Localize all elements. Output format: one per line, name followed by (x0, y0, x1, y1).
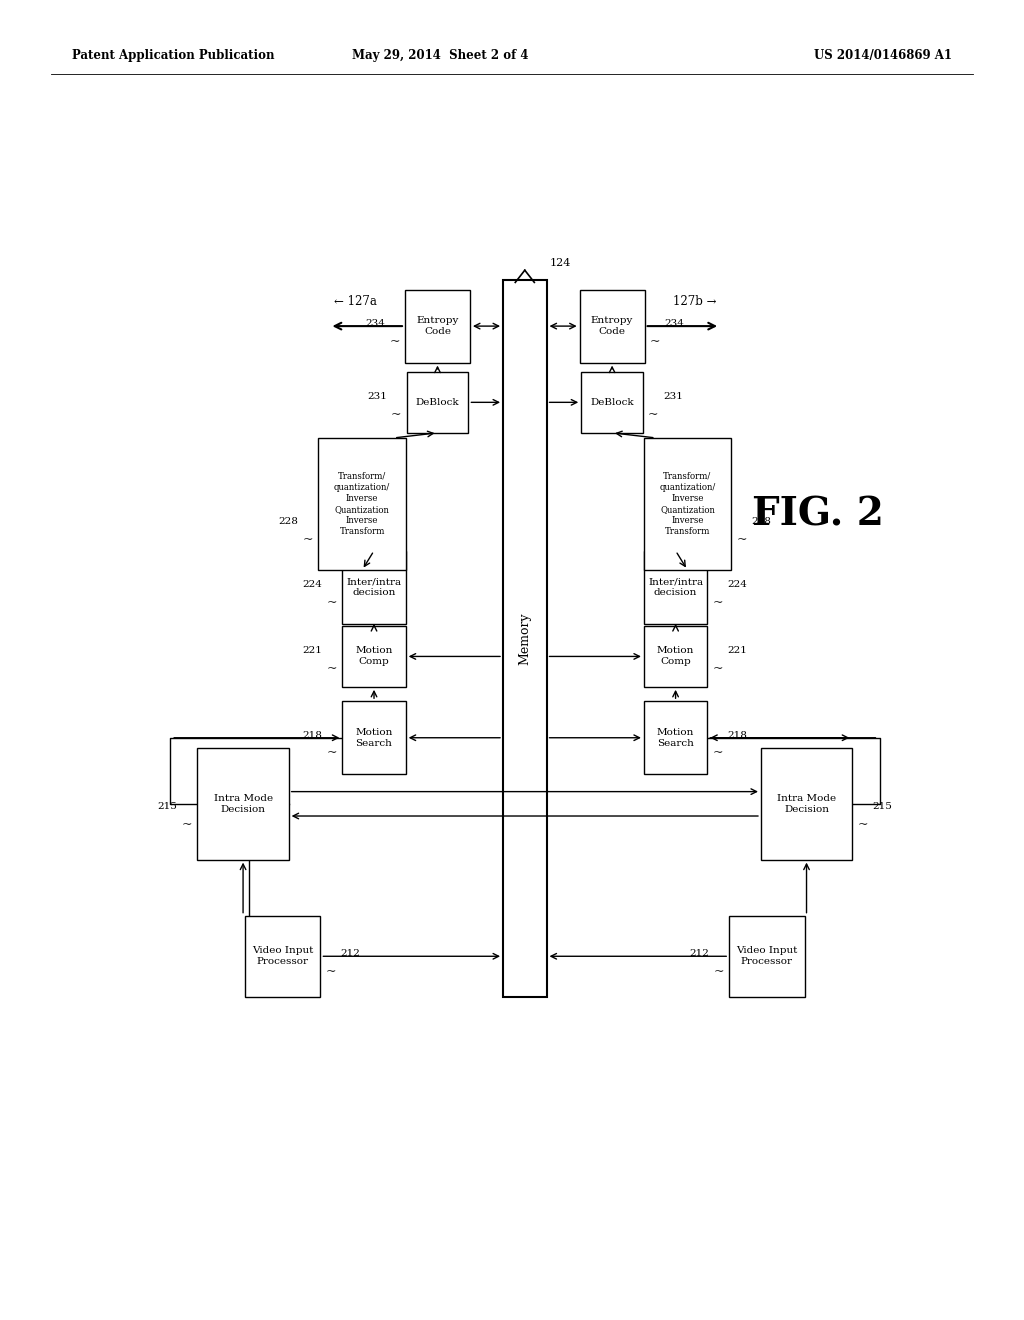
Text: 231: 231 (367, 392, 387, 401)
FancyBboxPatch shape (644, 438, 731, 570)
Text: ~: ~ (389, 335, 400, 348)
Text: ← 127a: ← 127a (334, 294, 377, 308)
Text: ~: ~ (649, 335, 660, 348)
Text: Motion
Comp: Motion Comp (355, 647, 392, 667)
Text: 221: 221 (302, 647, 323, 656)
Text: Inter/intra
decision: Inter/intra decision (346, 577, 401, 598)
Text: DeBlock: DeBlock (416, 397, 460, 407)
Text: 218: 218 (727, 731, 748, 739)
Text: May 29, 2014  Sheet 2 of 4: May 29, 2014 Sheet 2 of 4 (352, 49, 528, 62)
Text: Inter/intra
decision: Inter/intra decision (648, 577, 703, 598)
Text: Memory: Memory (518, 612, 531, 665)
Text: Intra Mode
Decision: Intra Mode Decision (777, 793, 836, 814)
Text: 221: 221 (727, 647, 748, 656)
Text: Transform/
quantization/
Inverse
Quantization
Inverse
Transform: Transform/ quantization/ Inverse Quantiz… (334, 471, 390, 536)
Text: 127b →: 127b → (673, 294, 716, 308)
Text: FIG. 2: FIG. 2 (753, 495, 885, 533)
Text: 218: 218 (302, 731, 323, 739)
Text: Entropy
Code: Entropy Code (591, 315, 633, 337)
Text: Intra Mode
Decision: Intra Mode Decision (214, 793, 272, 814)
Text: Motion
Search: Motion Search (355, 727, 392, 748)
Text: ~: ~ (326, 965, 336, 978)
Text: 228: 228 (279, 517, 299, 527)
Text: 212: 212 (340, 949, 360, 958)
FancyBboxPatch shape (198, 748, 289, 859)
Text: ~: ~ (327, 663, 337, 675)
FancyBboxPatch shape (580, 289, 645, 363)
Text: US 2014/0146869 A1: US 2014/0146869 A1 (814, 49, 952, 62)
Text: ~: ~ (327, 597, 337, 609)
FancyBboxPatch shape (342, 701, 406, 775)
Text: Motion
Comp: Motion Comp (657, 647, 694, 667)
Text: ~: ~ (182, 817, 193, 830)
Text: ~: ~ (714, 965, 724, 978)
Text: 234: 234 (366, 319, 385, 329)
FancyBboxPatch shape (404, 289, 470, 363)
FancyBboxPatch shape (407, 372, 468, 433)
Text: 224: 224 (727, 581, 748, 589)
Text: Motion
Search: Motion Search (657, 727, 694, 748)
Text: ~: ~ (713, 597, 723, 609)
Text: DeBlock: DeBlock (590, 397, 634, 407)
Text: ~: ~ (391, 408, 401, 421)
Text: 212: 212 (689, 949, 710, 958)
Text: Patent Application Publication: Patent Application Publication (72, 49, 274, 62)
FancyBboxPatch shape (644, 550, 708, 624)
Text: Entropy
Code: Entropy Code (417, 315, 459, 337)
Text: 234: 234 (665, 319, 684, 329)
FancyBboxPatch shape (644, 626, 708, 686)
Text: 224: 224 (302, 581, 323, 589)
Text: ~: ~ (327, 747, 337, 759)
Text: ~: ~ (713, 663, 723, 675)
Text: 215: 215 (158, 803, 177, 810)
FancyBboxPatch shape (582, 372, 643, 433)
FancyBboxPatch shape (245, 916, 321, 997)
FancyBboxPatch shape (342, 550, 406, 624)
Text: ~: ~ (713, 747, 723, 759)
Text: 124: 124 (550, 259, 571, 268)
FancyBboxPatch shape (342, 626, 406, 686)
Text: 215: 215 (872, 803, 892, 810)
Text: ~: ~ (736, 533, 746, 546)
Text: 231: 231 (663, 392, 683, 401)
Text: ~: ~ (648, 408, 658, 421)
Text: Video Input
Processor: Video Input Processor (252, 946, 313, 966)
Text: Transform/
quantization/
Inverse
Quantization
Inverse
Transform: Transform/ quantization/ Inverse Quantiz… (659, 471, 716, 536)
FancyBboxPatch shape (503, 280, 547, 997)
Text: ~: ~ (857, 817, 867, 830)
Text: Video Input
Processor: Video Input Processor (736, 946, 798, 966)
FancyBboxPatch shape (644, 701, 708, 775)
Text: ~: ~ (303, 533, 313, 546)
Text: 228: 228 (751, 517, 771, 527)
FancyBboxPatch shape (761, 748, 852, 859)
FancyBboxPatch shape (318, 438, 406, 570)
FancyBboxPatch shape (729, 916, 805, 997)
